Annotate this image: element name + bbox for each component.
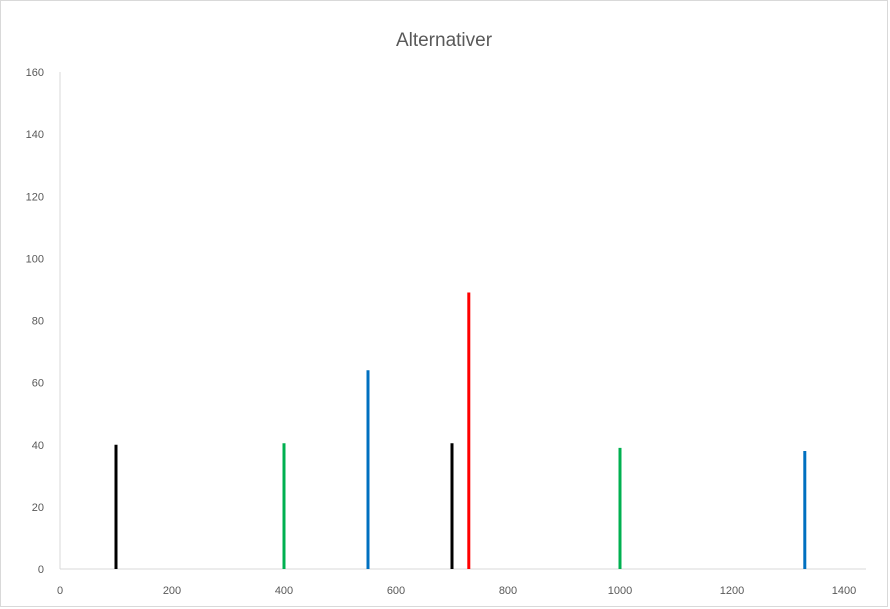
y-tick-label: 140 — [26, 129, 44, 141]
chart-title: Alternativer — [395, 30, 493, 51]
x-tick-label: 200 — [163, 585, 181, 597]
y-tick-label: 120 — [26, 191, 44, 203]
y-tick-label: 60 — [32, 378, 44, 390]
y-tick-label: 80 — [32, 316, 44, 328]
x-tick-label: 1200 — [720, 585, 744, 597]
x-tick-label: 1400 — [832, 585, 856, 597]
x-tick-label: 0 — [57, 585, 63, 597]
x-tick-label: 600 — [387, 585, 405, 597]
x-tick-label: 800 — [499, 585, 517, 597]
y-tick-label: 20 — [32, 502, 44, 514]
y-tick-label: 160 — [26, 67, 44, 79]
x-tick-label: 400 — [275, 585, 293, 597]
y-tick-label: 0 — [38, 564, 44, 576]
y-tick-label: 100 — [26, 253, 44, 265]
x-tick-label: 1000 — [608, 585, 632, 597]
y-tick-label: 40 — [32, 440, 44, 452]
